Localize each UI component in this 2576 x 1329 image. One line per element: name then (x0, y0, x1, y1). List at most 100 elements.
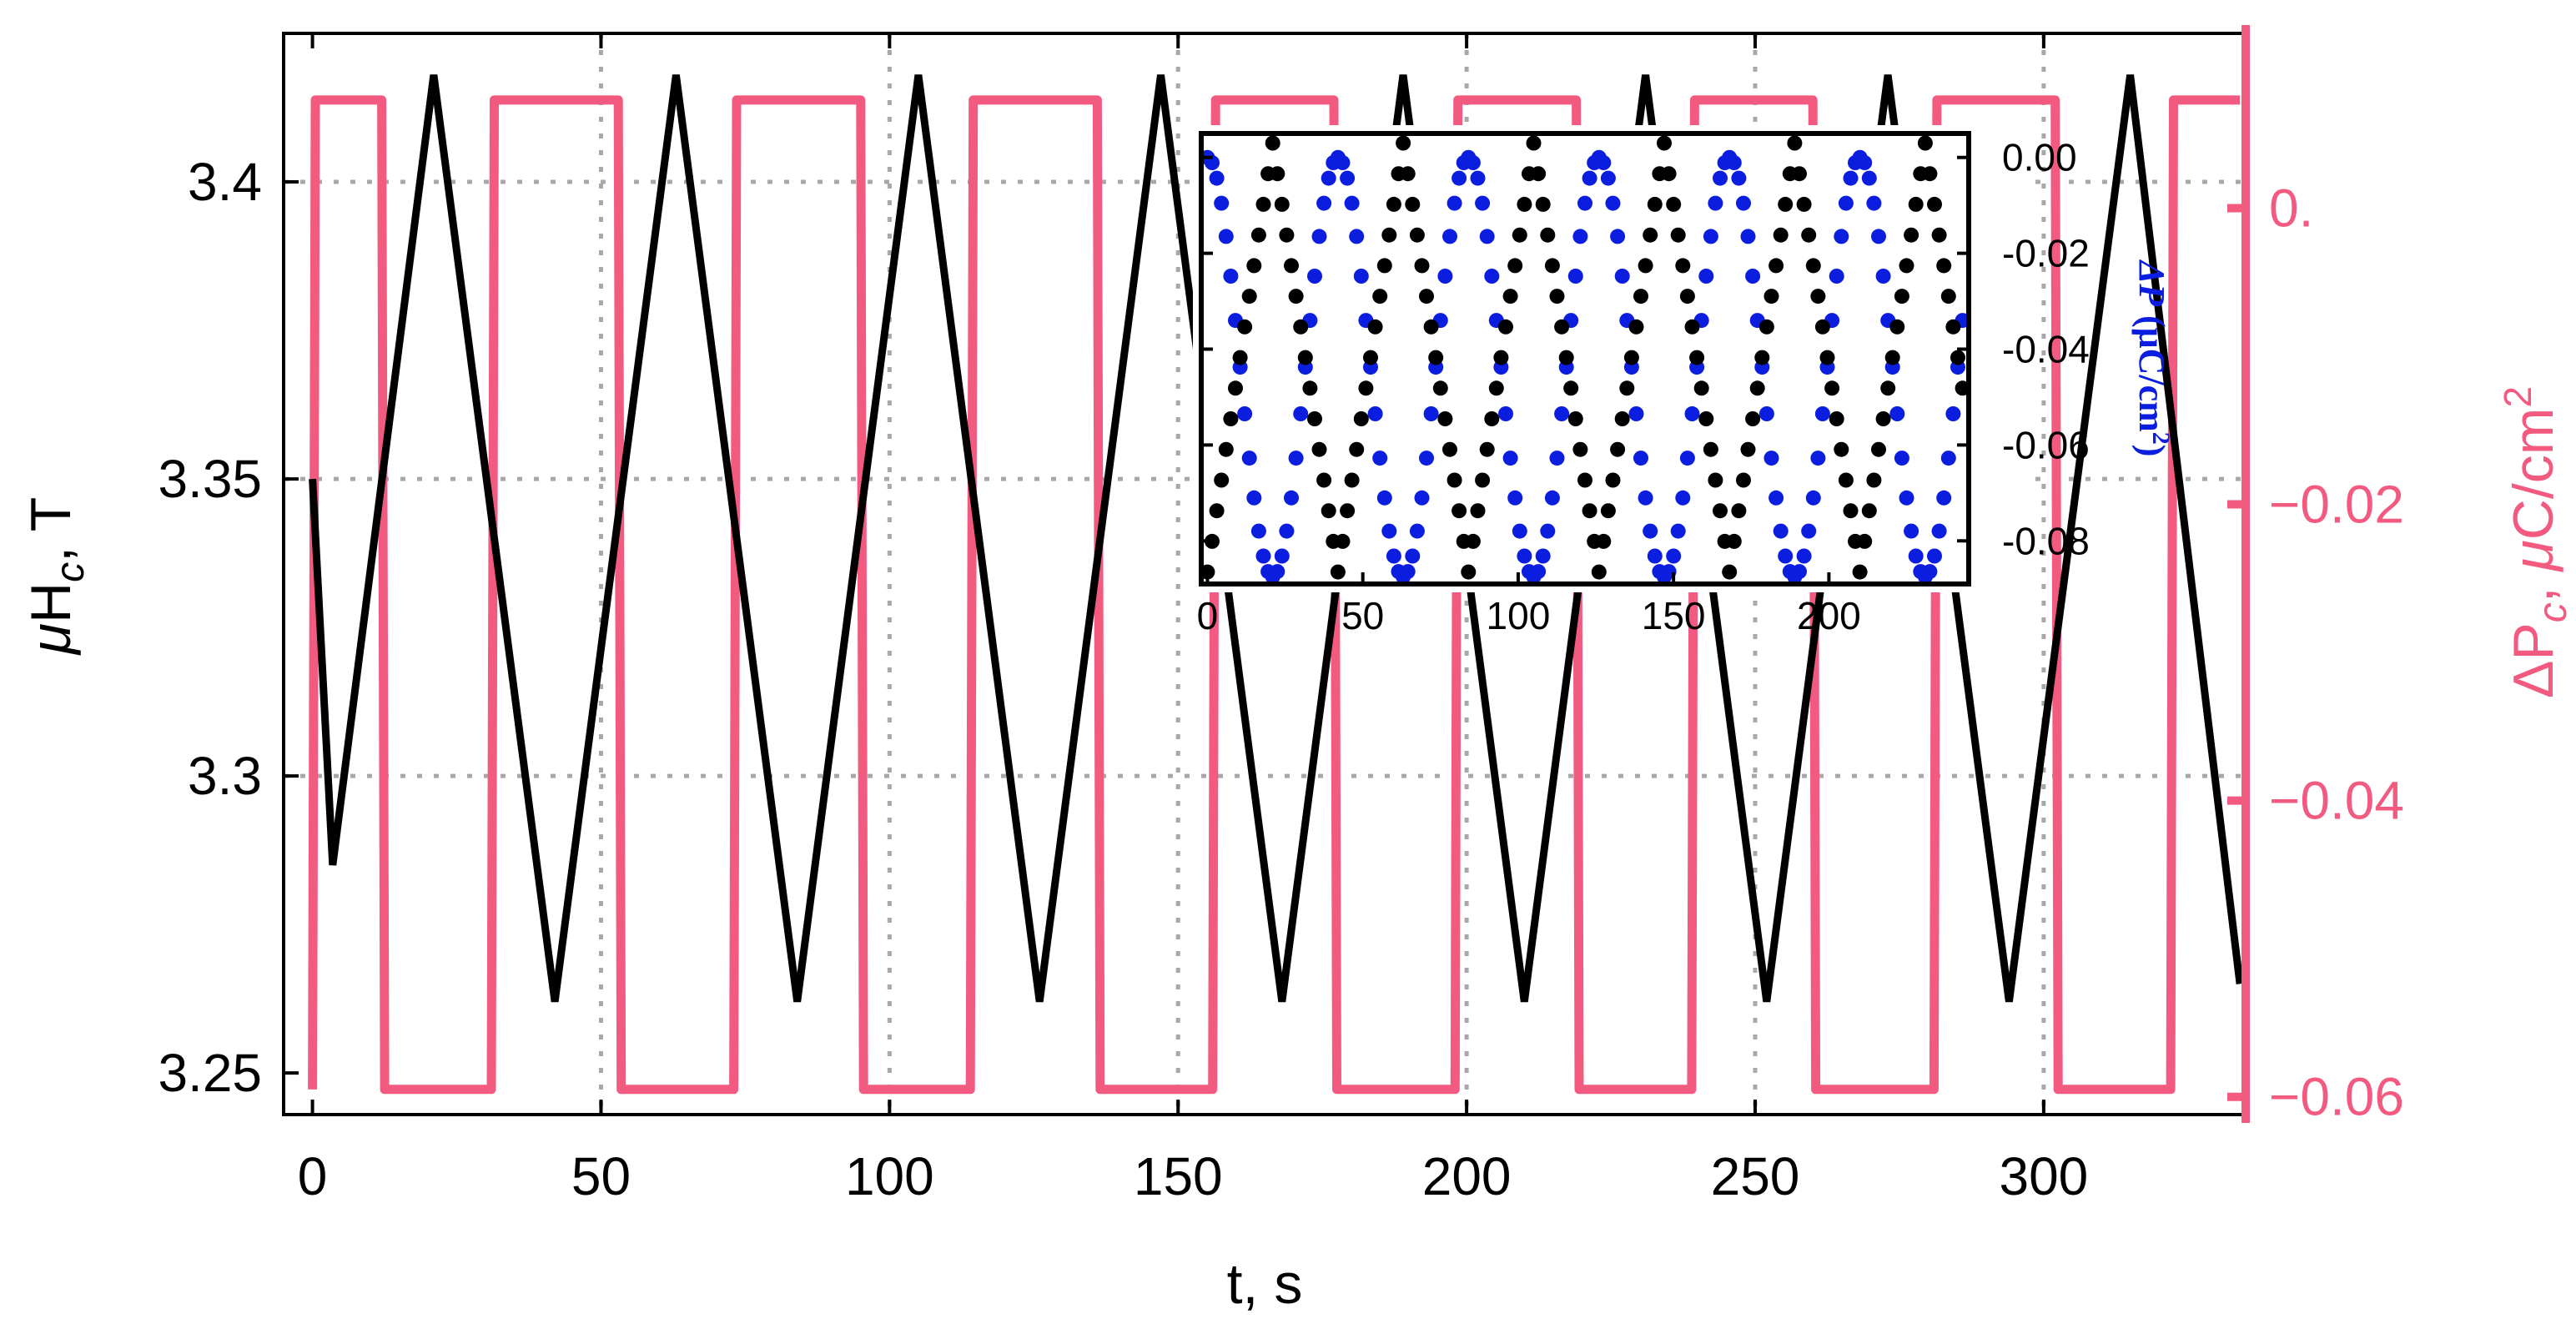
inset-blue-point (1507, 490, 1523, 506)
inset-black-point (1493, 350, 1509, 365)
inset-black-point (1246, 258, 1262, 274)
inset-y-axis-title: ΔP (μC/cm2) (2131, 259, 2175, 457)
inset-x-tick-label: 50 (1341, 594, 1384, 637)
inset-black-point (1293, 319, 1309, 335)
inset-blue-point (1679, 451, 1695, 466)
inset-blue-point (1274, 548, 1290, 564)
inset-black-point (1535, 196, 1551, 212)
inset-blue-point (1255, 548, 1271, 564)
inset-black-point (1488, 380, 1504, 396)
inset-x-tick-label: 0 (1197, 594, 1219, 637)
inset-blue-point (1600, 170, 1616, 186)
inset-black-point (1340, 503, 1356, 519)
inset-black-point (1857, 533, 1873, 549)
inset-black-point (1423, 319, 1439, 335)
inset-plot-frame (1199, 131, 1971, 586)
inset-black-point (1638, 258, 1653, 274)
inset-black-point (1237, 319, 1253, 335)
inset-blue-point (1288, 451, 1304, 466)
x-axis: 0 50 100 150 200 250 300 (298, 33, 2088, 1206)
x-tick-label: 150 (1134, 1146, 1223, 1206)
inset-black-point (1270, 166, 1285, 182)
inset-polarization-series (1200, 149, 1970, 585)
inset-black-point (1763, 289, 1779, 305)
inset-black-point (1526, 135, 1542, 151)
inset-blue-point (1223, 269, 1239, 284)
inset-black-point (1554, 319, 1570, 335)
inset-x-tick-label: 200 (1797, 594, 1861, 637)
inset-black-point (1400, 166, 1416, 182)
inset-black-point (1778, 196, 1794, 212)
inset-blue-point (1531, 564, 1547, 580)
inset-black-point (1228, 380, 1243, 396)
inset-black-point (1758, 319, 1774, 335)
inset-blue-point (1708, 195, 1723, 211)
inset-black-point (1922, 166, 1938, 182)
inset-black-point (1432, 380, 1448, 396)
inset-blue-point (1647, 548, 1663, 564)
inset-blue-point (1801, 523, 1817, 539)
y-axis-right-title: ΔPc, μC/cm2 (2496, 386, 2575, 698)
inset-blue-point (1857, 155, 1873, 170)
inset-blue-point (1927, 548, 1942, 564)
inset-black-point (1736, 472, 1751, 488)
inset-black-point (1582, 503, 1597, 519)
inset-blue-point (1470, 170, 1486, 186)
inset-black-point (1241, 289, 1257, 305)
inset-black-point (1796, 196, 1812, 212)
inset-blue-point (1684, 406, 1700, 421)
inset-blue-point (1894, 451, 1909, 466)
inset-black-point (1666, 196, 1682, 212)
inset-blue-point (1367, 406, 1383, 421)
inset-blue-point (1936, 490, 1952, 506)
inset-black-point (1563, 380, 1579, 396)
inset-black-point (1852, 564, 1868, 580)
inset-black-point (1749, 380, 1765, 396)
inset-blue-point (1423, 406, 1439, 421)
inset-black-point (1255, 196, 1271, 212)
inset-blue-point (1922, 564, 1938, 580)
inset-blue-point (1596, 155, 1612, 170)
y-right-tick-label: −0.02 (2269, 475, 2404, 535)
inset-blue-point (1889, 406, 1905, 421)
inset-blue-point (1549, 451, 1565, 466)
x-tick-label: 250 (1711, 1146, 1800, 1206)
inset-blue-point (1931, 523, 1947, 539)
inset-blue-point (1908, 548, 1924, 564)
inset-blue-point (1349, 229, 1365, 244)
inset-black-point (1465, 533, 1481, 549)
inset-black-point (1288, 289, 1304, 305)
inset-axes: 0 50 100 150 200 0.00 -0.02 -0.04 -0.06 -0.08 (1197, 136, 2090, 637)
inset-blue-point (1871, 229, 1886, 244)
inset-y-tick-label: -0.04 (2002, 328, 2090, 371)
inset-blue-point (1484, 269, 1500, 284)
inset-black-point (1931, 227, 1947, 243)
inset-black-point (1396, 135, 1411, 151)
inset-blue-point (1726, 155, 1742, 170)
inset-blue-point (1945, 406, 1961, 421)
inset-black-point (1614, 411, 1630, 426)
inset-blue-point (1838, 195, 1854, 211)
inset-blue-point (1554, 406, 1570, 421)
inset-blue-point (1512, 523, 1527, 539)
inset-blue-point (1904, 523, 1919, 539)
inset-blue-point (1442, 229, 1457, 244)
inset-black-point (1358, 380, 1374, 396)
inset-blue-point (1778, 548, 1794, 564)
inset-black-point (1558, 350, 1574, 365)
x-tick-label: 100 (845, 1146, 934, 1206)
y-right-tick-label: −0.04 (2269, 771, 2404, 831)
inset-black-point (1302, 380, 1318, 396)
y-left-tick-label: 3.3 (188, 746, 262, 806)
inset-black-point (1661, 166, 1677, 182)
inset-black-point (1363, 350, 1378, 365)
inset-black-point (1675, 258, 1691, 274)
inset-blue-point (1875, 269, 1891, 284)
inset-blue-point (1437, 269, 1453, 284)
inset-black-point (1316, 472, 1332, 488)
y-left-tick-label: 3.4 (188, 152, 262, 212)
inset-blue-point (1307, 269, 1322, 284)
inset-black-point (1894, 289, 1909, 305)
inset-blue-point (1736, 195, 1751, 211)
y-right-tick-label: 0. (2269, 178, 2313, 238)
